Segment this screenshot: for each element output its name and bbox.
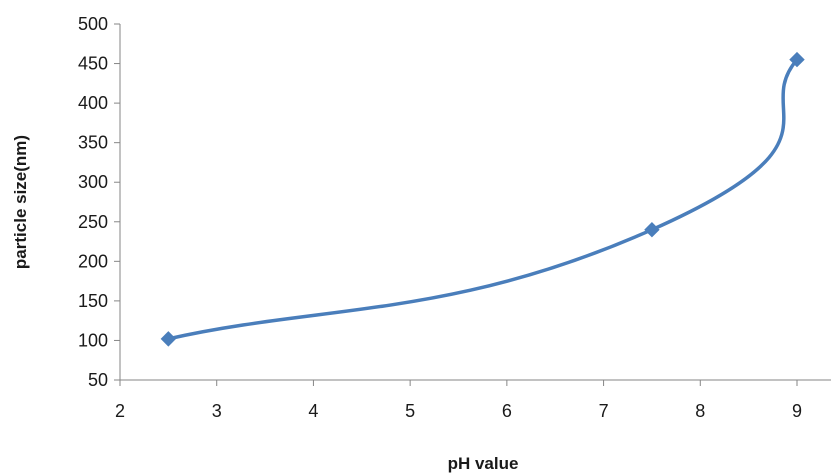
x-tick-label: 7 — [599, 401, 609, 421]
data-point-marker — [160, 331, 177, 347]
series-line — [166, 57, 799, 341]
y-tick-label: 200 — [78, 251, 108, 271]
series — [160, 51, 805, 347]
x-tick-label: 6 — [502, 401, 512, 421]
x-axis-title: pH value — [448, 454, 519, 473]
x-tick-label: 9 — [792, 401, 802, 421]
y-tick-label: 250 — [78, 212, 108, 232]
data-point-marker — [789, 51, 805, 68]
x-ticks: 2 3 4 5 6 7 8 9 — [115, 380, 802, 421]
y-tick-label: 100 — [78, 330, 108, 350]
y-ticks: 50 100 150 200 250 300 350 400 450 500 — [78, 14, 120, 390]
x-tick-label: 2 — [115, 401, 125, 421]
y-tick-label: 150 — [78, 291, 108, 311]
x-tick-label: 3 — [212, 401, 222, 421]
y-tick-label: 350 — [78, 133, 108, 153]
axes — [119, 24, 831, 381]
x-tick-label: 8 — [695, 401, 705, 421]
y-tick-label: 400 — [78, 93, 108, 113]
y-tick-label: 300 — [78, 172, 108, 192]
y-tick-label: 50 — [88, 370, 108, 390]
x-tick-label: 4 — [308, 401, 318, 421]
data-point-marker — [644, 221, 660, 238]
y-tick-label: 450 — [78, 54, 108, 74]
y-axis-title: particle size(nm) — [11, 135, 30, 269]
y-tick-label: 500 — [78, 14, 108, 34]
x-tick-label: 5 — [405, 401, 415, 421]
